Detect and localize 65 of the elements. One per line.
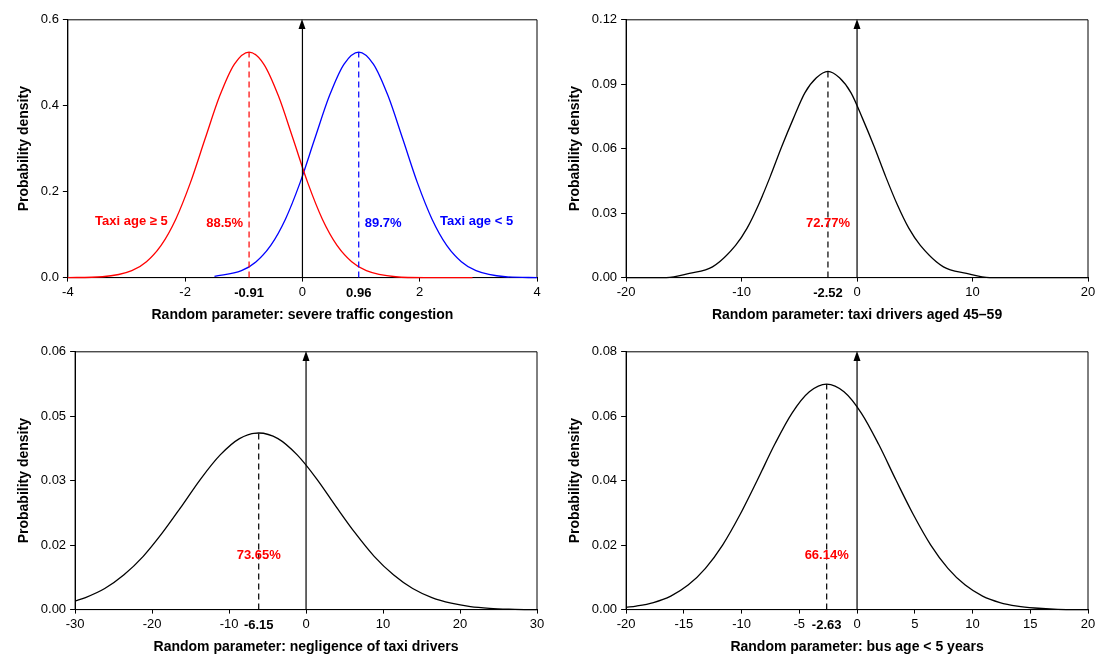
annotation: 88.5% [206,215,244,231]
y-tick-label: 0.06 [591,140,618,156]
x-axis-title: Random parameter: bus age < 5 years [730,638,984,655]
x-tick-label: 20 [452,615,468,631]
x-tick-label: -20 [616,615,636,631]
x-axis-title: Random parameter: taxi drivers aged 45–59 [711,306,1003,323]
x-tick-label: -30 [65,615,85,631]
x-tick-label: 0 [298,283,307,299]
x-tick-label: 10 [965,283,980,299]
ref-line-label: 0.96 [346,284,372,300]
y-axis-title: Probability density [15,85,32,212]
x-tick-label: 10 [375,615,391,631]
x-tick-label: 30 [529,615,545,631]
x-tick-label: 10 [965,615,980,631]
x-tick-label: 15 [1023,615,1038,631]
y-tick-label: 0.05 [40,407,67,423]
x-tick-label: 0 [853,615,861,631]
x-tick-label: -10 [219,615,239,631]
annotation: 66.14% [804,547,850,563]
x-axis-title: Random parameter: negligence of taxi drivers [153,638,459,655]
y-tick-label: 0.08 [591,343,618,359]
ref-line-label: -2.63 [811,616,842,632]
y-tick-label: 0.00 [591,601,618,617]
series-label: Taxi age < 5 [440,212,514,228]
y-tick-label: 0.6 [40,11,59,27]
y-tick-label: 0.2 [40,183,59,199]
annotation: 73.65% [236,547,282,563]
x-tick-label: 0 [302,615,310,631]
x-tick-label: -4 [62,283,74,299]
x-tick-label: -20 [616,283,636,299]
y-tick-label: 0.4 [40,97,59,113]
x-tick-label: -2 [179,283,191,299]
x-tick-label: -10 [732,615,751,631]
y-axis-title: Probability density [15,417,32,544]
y-tick-label: 0.06 [591,407,618,423]
x-tick-label: -15 [674,615,694,631]
y-axis-title: Probability density [566,417,583,544]
y-tick-label: 0.00 [40,601,67,617]
y-tick-label: 0.00 [591,269,618,285]
annotation: 72.77% [805,215,851,231]
y-tick-label: 0.03 [40,472,67,488]
x-tick-label: 0 [853,283,861,299]
y-tick-label: 0.09 [591,75,618,91]
y-tick-label: 0.06 [40,343,67,359]
y-tick-label: 0.04 [591,472,618,488]
y-tick-label: 0.02 [40,536,67,552]
x-tick-label: 4 [533,283,541,299]
annotation: 89.7% [364,215,403,231]
y-tick-label: 0.12 [591,11,618,27]
x-tick-label: 20 [1080,615,1096,631]
ref-line-label: -2.52 [813,284,843,300]
series-label: Taxi age ≥ 5 [95,212,168,228]
y-axis-title: Probability density [566,85,583,212]
x-tick-label: -10 [732,283,751,299]
ref-line-label: -0.91 [234,284,264,300]
y-tick-label: 0.0 [40,269,59,285]
x-tick-label: -20 [142,615,162,631]
x-tick-label: 20 [1080,283,1096,299]
y-tick-label: 0.03 [591,204,618,220]
ref-line-label: -6.15 [243,616,274,632]
x-tick-label: -5 [793,615,806,631]
x-tick-label: 2 [416,283,424,299]
y-tick-label: 0.02 [591,536,618,552]
x-axis-title: Random parameter: severe traffic congestion [151,306,454,323]
x-tick-label: 5 [911,615,919,631]
